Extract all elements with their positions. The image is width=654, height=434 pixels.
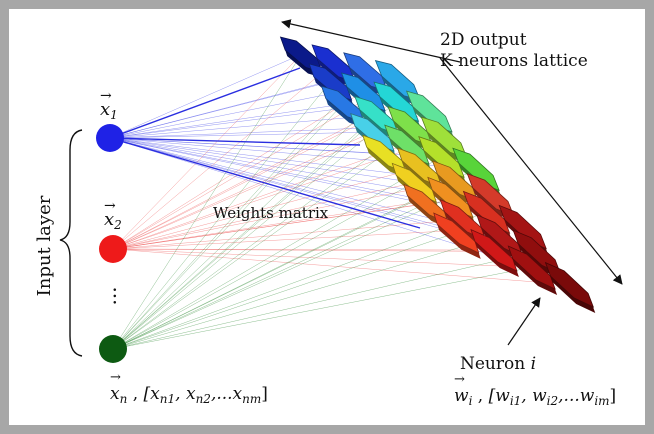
weight-line (112, 54, 302, 350)
weight-line (112, 251, 537, 350)
weight-line (112, 180, 456, 250)
neuron-i-label: Neuron i (460, 354, 536, 374)
weight-line (112, 248, 570, 285)
weight-line (112, 211, 487, 350)
weight-line (112, 203, 426, 250)
neuron-hex (544, 261, 595, 308)
weight-line (112, 197, 451, 350)
weight-line (112, 104, 343, 350)
neuron-hex (512, 229, 562, 275)
weight-line (112, 232, 457, 350)
weight-line (109, 137, 426, 204)
weight-line (109, 131, 373, 139)
input-layer-brace (59, 129, 83, 357)
weight-line-emphasis (109, 137, 361, 146)
vector-arrow-xn: → (110, 370, 121, 385)
weight-line (112, 156, 442, 350)
weight-line (112, 131, 373, 350)
input-node-2 (99, 235, 127, 263)
lattice-side-arrow (439, 57, 623, 285)
weight-line (112, 167, 420, 250)
weight-line (112, 54, 302, 250)
vector-arrow-wi: → (454, 372, 465, 387)
xn-caption: xn , [xn1, xn2,...xnm] (110, 384, 268, 406)
weight-line (109, 103, 343, 139)
input-ellipsis: ··· (103, 286, 127, 305)
weight-line (112, 81, 331, 350)
neuron-lattice (279, 36, 596, 313)
weights-matrix-label: Weights matrix (213, 204, 329, 222)
lattice-top-arrow (281, 19, 461, 63)
input-node-n (99, 335, 127, 363)
weight-connections (109, 54, 570, 350)
weight-line (109, 81, 331, 139)
vector-arrow-x2: → (104, 198, 116, 214)
weight-line (112, 248, 494, 251)
neuron-hex (374, 60, 421, 101)
weight-line (112, 180, 456, 350)
weight-line-emphasis (109, 137, 421, 229)
weight-line (109, 54, 302, 139)
weight-line (112, 144, 407, 250)
vector-arrow-x1: → (100, 88, 112, 104)
weight-line (112, 153, 385, 350)
neuron-hex-side (475, 241, 519, 277)
weight-line (112, 219, 463, 250)
neuron-pointer-arrow (507, 297, 541, 346)
weight-line (112, 62, 334, 250)
lattice-title-line2: K neurons lattice (440, 51, 588, 71)
lattice-title-line1: 2D output (440, 30, 527, 50)
weight-line (109, 137, 457, 234)
input-layer-label: Input layer (34, 195, 55, 296)
weight-line (112, 267, 532, 350)
input-label-x1: x1 (100, 99, 118, 122)
weight-line (109, 137, 415, 183)
weight-line (112, 115, 377, 250)
wi-caption: wi , [wi1, wi2,...wim] (454, 386, 616, 408)
neuron-hex (420, 116, 468, 159)
input-label-x2: x2 (104, 209, 122, 232)
weight-line (112, 71, 366, 350)
neuron-hex (466, 173, 515, 217)
weight-line (112, 80, 398, 350)
weight-line (112, 131, 373, 250)
neuron-hex-side (437, 224, 481, 259)
weight-line (112, 197, 451, 250)
weight-line (112, 91, 364, 250)
neuron-hex-side (550, 276, 596, 313)
weight-line (112, 115, 377, 350)
weight-line (112, 101, 397, 350)
input-node-1 (96, 124, 124, 152)
weight-line (112, 203, 427, 350)
neuron-hex-side (512, 258, 558, 295)
weight-line-emphasis (109, 67, 301, 139)
weight-line (109, 137, 385, 155)
weight-line (112, 126, 411, 350)
weight-line (112, 235, 500, 350)
weight-line (112, 248, 532, 268)
weight-line (112, 182, 415, 350)
